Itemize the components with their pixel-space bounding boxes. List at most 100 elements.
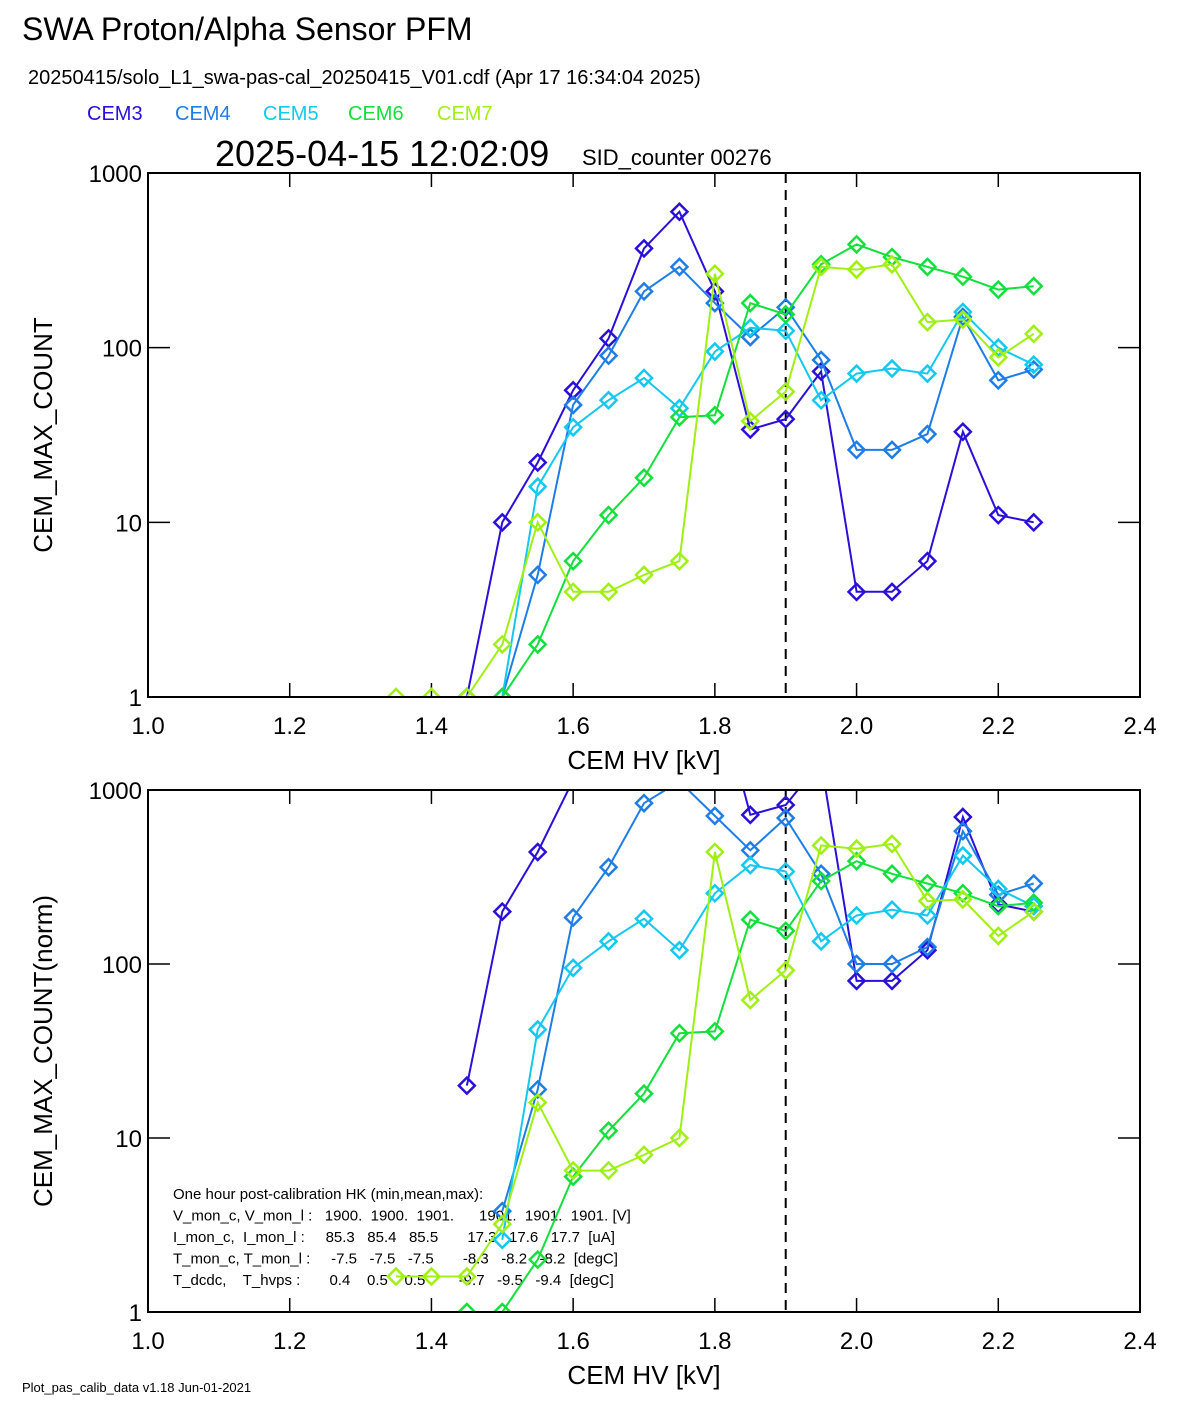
marker [988, 337, 1009, 358]
marker [1023, 276, 1044, 296]
plot: 1.0 1.2 1.4 1.6 1.8 2.0 2.2 2.4 1 10 100 1000 CEM HV… [28, 161, 1157, 775]
marker [634, 238, 654, 259]
marker [492, 1214, 513, 1234]
marker [846, 363, 867, 384]
marker [386, 687, 406, 697]
marker [527, 1249, 548, 1270]
legend-entry: CEM7 [437, 103, 493, 125]
marker [705, 263, 725, 284]
marker [634, 1083, 654, 1104]
x-axis-label: CEM HV [kV] [567, 1360, 720, 1390]
hk-text: One hour post-calibration HK (min,mean,m… [173, 1186, 483, 1203]
hk-text: T_mon_c, T_mon_l : -7.5 -7.5 -7.5 -8.3 -… [173, 1251, 618, 1268]
marker [953, 807, 973, 827]
marker [492, 901, 513, 922]
x-tick-label: 1.8 [698, 1328, 731, 1355]
title: SWA Proton/Alpha Sensor PFM [22, 11, 473, 47]
marker [634, 368, 654, 388]
series-line [466, 860, 1034, 1312]
marker [634, 793, 654, 813]
marker [492, 512, 513, 533]
marker [705, 341, 725, 362]
marker [705, 806, 725, 826]
marker [740, 990, 761, 1010]
x-tick-label: 1.4 [415, 1328, 448, 1355]
marker [775, 409, 796, 429]
x-tick-label: 2.2 [982, 713, 1015, 740]
marker [775, 861, 796, 882]
marker [669, 201, 690, 222]
marker [634, 1145, 654, 1165]
marker [917, 312, 938, 332]
marker [740, 419, 761, 440]
marker [917, 363, 938, 384]
marker [598, 857, 619, 877]
marker [811, 350, 831, 370]
marker [457, 1302, 477, 1312]
marker [457, 1075, 477, 1096]
series-line [501, 310, 1035, 697]
y-tick-label: 100 [102, 336, 142, 363]
x-tick-label: 1.6 [556, 713, 589, 740]
marker [917, 891, 938, 911]
series-line [501, 265, 1034, 697]
marker [775, 921, 796, 941]
marker [953, 309, 973, 330]
legend-entry: CEM4 [175, 103, 231, 125]
x-tick-label: 1.4 [415, 713, 448, 740]
marker [953, 266, 973, 287]
marker [634, 565, 654, 585]
marker [598, 390, 619, 411]
marker [775, 320, 796, 341]
x-tick-label: 2.0 [840, 713, 873, 740]
series [386, 834, 1044, 1287]
marker [671, 594, 687, 610]
marker [705, 1021, 725, 1042]
marker [811, 835, 831, 856]
marker [598, 1160, 619, 1181]
marker [457, 1266, 477, 1287]
x-tick-label: 1.0 [131, 1328, 164, 1355]
marker [846, 234, 867, 255]
marker [846, 954, 867, 974]
marker [988, 505, 1009, 525]
marker [598, 931, 619, 952]
marker [882, 254, 902, 275]
y-tick-label: 10 [115, 510, 142, 537]
marker [669, 1023, 690, 1044]
marker [1023, 873, 1044, 894]
marker [492, 687, 513, 697]
marker [882, 440, 902, 460]
marker [601, 720, 617, 736]
marker [386, 1266, 406, 1287]
series-line [501, 790, 1035, 1212]
marker [563, 551, 583, 571]
marker [882, 834, 902, 854]
marker [634, 281, 654, 302]
marker [846, 905, 867, 926]
marker [953, 421, 973, 442]
x-tick-label: 1.6 [556, 1328, 589, 1355]
y-axis-label: CEM_MAX_COUNT(norm) [28, 895, 58, 1207]
marker [811, 254, 831, 275]
marker [740, 293, 761, 313]
marker [563, 582, 583, 602]
legend: CEM3 CEM4 CEM5 CEM6 CEM7 [87, 103, 493, 125]
legend-entry: CEM6 [348, 103, 404, 125]
marker [917, 257, 938, 277]
marker [846, 582, 867, 602]
y-tick-label: 10 [115, 1126, 142, 1153]
marker [563, 958, 583, 978]
marker [882, 899, 902, 920]
marker [811, 361, 831, 382]
sid-counter: SID_counter 00276 [582, 145, 772, 170]
marker [775, 795, 796, 815]
marker [813, 753, 829, 769]
marker [953, 821, 973, 841]
marker [740, 317, 761, 338]
marker [740, 805, 761, 825]
marker [740, 327, 761, 347]
y-tick-label: 1 [129, 685, 142, 712]
series [457, 234, 1044, 697]
marker [846, 851, 867, 871]
